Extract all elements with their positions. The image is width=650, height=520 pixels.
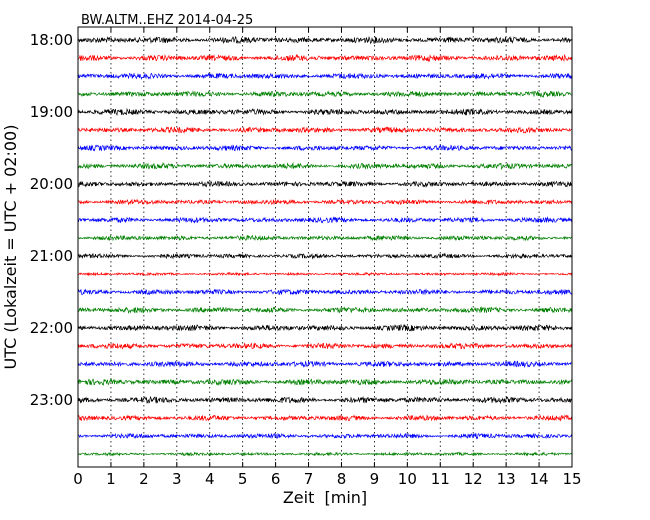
- x-tick-label: 9: [370, 470, 380, 488]
- trace-2015: [77, 198, 573, 206]
- x-tick-label: 1: [106, 470, 116, 488]
- trace-2000: [77, 180, 573, 188]
- x-tick-label: 12: [464, 470, 483, 488]
- x-axis-label: Zeit [min]: [283, 488, 367, 507]
- y-tick-label: 23:00: [30, 391, 73, 409]
- x-tick-label: 13: [497, 470, 516, 488]
- x-tick-label: 6: [271, 470, 281, 488]
- y-tick-label: 20:00: [30, 175, 73, 193]
- trace-2315: [77, 414, 573, 422]
- trace-2245: [77, 377, 573, 386]
- y-tick-label: 22:00: [30, 319, 73, 337]
- x-tick-label: 10: [398, 470, 417, 488]
- x-tick-label: 11: [431, 470, 450, 488]
- x-tick-label: 4: [205, 470, 215, 488]
- trace-1830: [77, 72, 573, 80]
- trace-1915: [77, 126, 573, 135]
- trace-2030: [77, 216, 573, 224]
- y-axis-label: UTC (Lokalzeit = UTC + 02:00): [1, 125, 20, 370]
- trace-2145: [77, 306, 573, 314]
- trace-1945: [77, 161, 573, 171]
- x-tick-label: 3: [172, 470, 182, 488]
- x-tick-label: 14: [530, 470, 549, 488]
- y-tick-label: 18:00: [30, 31, 73, 49]
- trace-1930: [77, 144, 573, 152]
- trace-2345: [77, 451, 573, 457]
- trace-2330: [77, 432, 573, 440]
- trace-2200: [77, 323, 573, 332]
- y-tick-labels: 18:00 19:00 20:00 21:00 22:00 23:00: [30, 31, 73, 409]
- trace-2215: [77, 342, 573, 350]
- x-tick-labels: 0 1 2 3 4 5 6 7 8 9 10 11 12 13 14 15: [73, 470, 581, 488]
- trace-2115: [77, 271, 573, 277]
- y-tick-label: 21:00: [30, 247, 73, 265]
- x-tick-label: 15: [562, 470, 581, 488]
- plot-frame: [77, 26, 573, 468]
- x-tick-label: 7: [304, 470, 314, 488]
- trace-2300: [77, 395, 573, 405]
- grid-lines: [110, 27, 540, 467]
- y-tick-label: 19:00: [30, 103, 73, 121]
- x-tick-label: 0: [73, 470, 83, 488]
- x-tick-label: 2: [139, 470, 149, 488]
- trace-2100: [77, 252, 573, 260]
- chart-title: BW.ALTM..EHZ 2014-04-25: [81, 13, 253, 28]
- x-tick-label: 5: [238, 470, 248, 488]
- trace-group: [77, 35, 573, 457]
- trace-2045: [77, 234, 573, 242]
- axis-ticks: [77, 27, 573, 467]
- x-tick-label: 8: [337, 470, 347, 488]
- trace-2130: [77, 288, 573, 296]
- trace-1815: [77, 53, 573, 63]
- trace-2230: [77, 360, 573, 369]
- trace-1845: [77, 90, 573, 99]
- trace-1900: [77, 107, 573, 116]
- trace-1800: [77, 35, 573, 45]
